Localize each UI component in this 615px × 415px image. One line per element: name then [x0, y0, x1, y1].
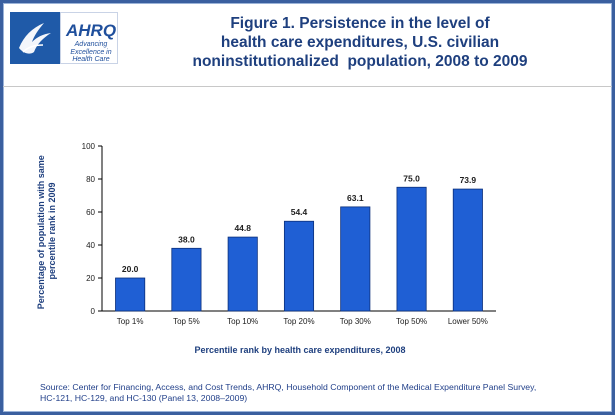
bar [115, 277, 146, 312]
bar-value-label: 73.9 [460, 175, 477, 185]
y-axis-title-line: Percentage of population with same [36, 155, 46, 309]
bar [227, 236, 258, 312]
x-tick-label: Top 1% [117, 317, 144, 326]
y-tick-label: 100 [82, 142, 96, 151]
y-tick-label: 80 [86, 175, 95, 184]
ahrq-tagline-line: Advancing [74, 41, 108, 48]
ahrq-tagline-line: Excellence in [70, 48, 112, 56]
hhs-logo [10, 12, 60, 64]
bar-value-label: 38.0 [178, 234, 195, 244]
bar-value-label: 54.4 [291, 207, 308, 217]
bar [171, 247, 202, 312]
chart-marks: 0 20 40 60 80 100 20.0 Top 1% 38.0 Top 5% 44.8 Top … [82, 142, 496, 326]
y-axis-title: Percentage of population with same perce… [36, 153, 57, 310]
figure-title-line: health care expenditures, U.S. civilian [220, 34, 500, 51]
source-note: Source: Center for Financing, Access, an… [40, 382, 600, 404]
ahrq-logo: AHRQ Advancing Excellence in Health Care [60, 12, 118, 64]
x-axis-title: Percentile rank by health care expenditu… [194, 345, 405, 355]
x-tick-label: Top 50% [396, 317, 427, 326]
y-axis-title-line: percentile rank in 2009 [47, 182, 57, 279]
ahrq-wordmark: AHRQ [66, 21, 117, 40]
bar [340, 206, 371, 312]
y-tick-label: 60 [86, 208, 95, 217]
figure-title: Figure 1. Persistence in the level of he… [150, 14, 570, 71]
bar [396, 186, 427, 312]
ahrq-tagline: Advancing Excellence in Health Care [65, 41, 117, 64]
x-tick-label: Top 20% [283, 317, 314, 326]
header-divider [3, 86, 612, 87]
bar-value-label: 75.0 [403, 173, 420, 183]
x-tick-label: Top 5% [173, 317, 200, 326]
y-tick-label: 0 [91, 307, 96, 316]
bar [283, 220, 315, 312]
hhs-eagle-icon [19, 23, 51, 54]
bar-value-label: 20.0 [122, 264, 139, 274]
bar-value-label: 44.8 [234, 223, 251, 233]
y-tick-label: 40 [86, 241, 95, 250]
source-line: Source: Center for Financing, Access, an… [40, 382, 537, 392]
figure-title-line: Figure 1. Persistence in the level of [230, 15, 490, 32]
source-line: HC-121, HC-129, and HC-130 (Panel 13, 20… [40, 393, 248, 403]
x-tick-label: Lower 50% [448, 317, 488, 326]
bar-value-label: 63.1 [347, 193, 364, 203]
bar [452, 188, 483, 312]
x-tick-label: Top 10% [227, 317, 258, 326]
ahrq-tagline-line: Health Care [72, 56, 110, 63]
x-tick-label: Top 30% [340, 317, 371, 326]
figure-title-line: noninstitutionalized population, 2008 to… [192, 53, 528, 70]
y-tick-label: 20 [86, 274, 95, 283]
